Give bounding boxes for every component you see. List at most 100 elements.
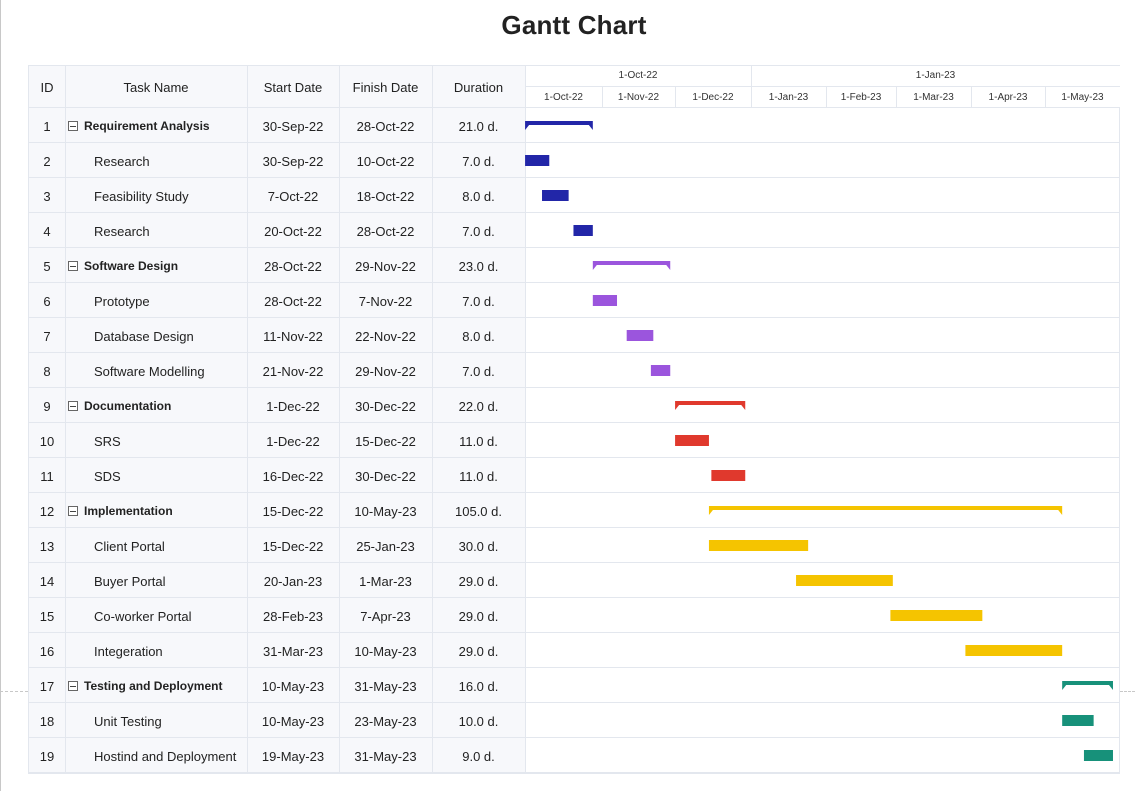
summary-bar[interactable] xyxy=(675,401,746,410)
task-bar[interactable] xyxy=(1083,750,1113,761)
table-row[interactable] xyxy=(29,528,1120,563)
table-row[interactable] xyxy=(29,458,1120,493)
table-row[interactable] xyxy=(29,563,1120,598)
task-name: Research xyxy=(94,224,150,239)
collapse-toggle-icon[interactable] xyxy=(68,506,78,516)
table-row[interactable] xyxy=(29,213,1120,248)
task-bar[interactable] xyxy=(675,435,709,446)
task-duration: 7.0 d. xyxy=(462,364,495,379)
summary-bar[interactable] xyxy=(592,261,671,270)
task-bar[interactable] xyxy=(650,365,671,376)
task-finish-date: 28-Oct-22 xyxy=(356,224,415,239)
collapse-toggle-icon[interactable] xyxy=(68,261,78,271)
task-id: 12 xyxy=(39,504,55,519)
task-start-date: 30-Sep-22 xyxy=(262,119,324,134)
timeline-month-label: 1-Jan-23 xyxy=(768,92,809,103)
summary-bar[interactable] xyxy=(525,121,593,130)
task-name: Database Design xyxy=(94,329,194,344)
collapse-toggle-icon[interactable] xyxy=(68,401,78,411)
table-row[interactable] xyxy=(29,633,1120,668)
row-background xyxy=(29,563,525,598)
row-background xyxy=(29,388,525,423)
task-id: 6 xyxy=(43,294,51,309)
task-duration: 9.0 d. xyxy=(462,749,495,764)
row-divider xyxy=(29,317,1120,318)
task-start-date: 15-Dec-22 xyxy=(262,539,324,554)
col-header-start-date[interactable]: Start Date xyxy=(263,80,323,95)
collapse-toggle-icon[interactable] xyxy=(68,121,78,131)
timeline-month-divider xyxy=(971,87,972,108)
task-finish-date: 28-Oct-22 xyxy=(356,119,415,134)
task-finish-date: 29-Nov-22 xyxy=(355,364,416,379)
task-bar[interactable] xyxy=(592,295,618,306)
table-row[interactable] xyxy=(29,353,1120,388)
col-header-task-name[interactable]: Task Name xyxy=(123,80,189,95)
table-row[interactable] xyxy=(29,423,1120,458)
task-finish-date: 18-Oct-22 xyxy=(356,189,415,204)
timeline-quarter-label: 1-Jan-23 xyxy=(915,70,956,81)
task-name: Prototype xyxy=(94,294,150,309)
task-duration: 7.0 d. xyxy=(462,294,495,309)
table-row[interactable] xyxy=(29,283,1120,318)
task-start-date: 19-May-23 xyxy=(261,749,325,764)
row-background xyxy=(29,423,525,458)
timeline-month-label: 1-Oct-22 xyxy=(544,92,583,103)
table-row[interactable] xyxy=(29,248,1120,283)
column-divider xyxy=(432,66,433,773)
summary-bar[interactable] xyxy=(1062,681,1113,690)
page-break-marker-left xyxy=(0,691,28,692)
task-bar[interactable] xyxy=(711,470,746,481)
chart-title: Gantt Chart xyxy=(501,10,647,40)
col-header-finish-date[interactable]: Finish Date xyxy=(352,80,419,95)
task-bar[interactable] xyxy=(525,155,550,166)
task-name: Feasibility Study xyxy=(94,189,189,204)
task-bar[interactable] xyxy=(890,610,983,621)
row-divider xyxy=(29,597,1120,598)
task-bar[interactable] xyxy=(708,540,809,551)
table-row[interactable] xyxy=(29,703,1120,738)
row-background xyxy=(29,283,525,318)
col-header-id[interactable]: ID xyxy=(40,80,54,95)
task-name: Co-worker Portal xyxy=(94,609,192,624)
task-finish-date: 15-Dec-22 xyxy=(355,434,416,449)
timeline-month-label: 1-Nov-22 xyxy=(617,92,660,103)
task-bar[interactable] xyxy=(796,575,893,586)
task-bar[interactable] xyxy=(626,330,654,341)
table-row[interactable] xyxy=(29,318,1120,353)
timeline-month-label: 1-Apr-23 xyxy=(988,92,1028,103)
table-row[interactable] xyxy=(29,178,1120,213)
task-id: 18 xyxy=(39,714,55,729)
task-id: 16 xyxy=(39,644,55,659)
summary-bar[interactable] xyxy=(708,506,1063,515)
table-row[interactable] xyxy=(29,738,1120,773)
table-row[interactable] xyxy=(29,143,1120,178)
task-bar[interactable] xyxy=(573,225,593,236)
table-row[interactable] xyxy=(29,108,1120,143)
timeline-quarter-divider xyxy=(751,66,752,86)
task-id: 4 xyxy=(43,224,51,239)
task-finish-date: 1-Mar-23 xyxy=(359,574,412,589)
table-row[interactable] xyxy=(29,493,1120,528)
row-background xyxy=(29,528,525,563)
task-start-date: 10-May-23 xyxy=(261,679,325,694)
table-row[interactable] xyxy=(29,598,1120,633)
collapse-toggle-icon[interactable] xyxy=(68,681,78,691)
task-bar[interactable] xyxy=(542,190,569,201)
task-finish-date: 7-Apr-23 xyxy=(360,609,411,624)
row-divider xyxy=(29,142,1120,143)
task-start-date: 31-Mar-23 xyxy=(263,644,323,659)
task-duration: 23.0 d. xyxy=(458,259,499,274)
task-bar[interactable] xyxy=(1062,715,1094,726)
task-id: 15 xyxy=(39,609,55,624)
row-divider xyxy=(29,282,1120,283)
row-divider xyxy=(29,107,1120,108)
col-header-duration[interactable]: Duration xyxy=(453,80,504,95)
task-finish-date: 10-May-23 xyxy=(354,644,417,659)
row-divider xyxy=(29,632,1120,633)
column-divider xyxy=(65,66,66,773)
table-row[interactable] xyxy=(29,388,1120,423)
task-start-date: 28-Feb-23 xyxy=(263,609,323,624)
timeline-header-divider xyxy=(525,86,1120,87)
table-row[interactable] xyxy=(29,668,1120,703)
task-bar[interactable] xyxy=(965,645,1063,656)
